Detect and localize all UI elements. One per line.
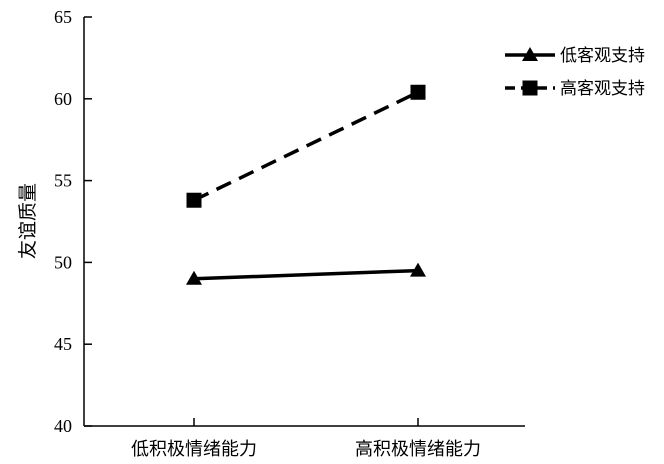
y-tick-label: 40	[54, 416, 72, 436]
square-marker	[186, 192, 202, 208]
triangle-marker	[186, 270, 202, 285]
square-marker	[522, 80, 538, 96]
triangle-marker	[522, 47, 538, 61]
legend-label: 高客观支持	[560, 79, 645, 99]
y-tick-label: 60	[54, 89, 72, 109]
series-layer	[186, 84, 426, 285]
square-marker	[410, 84, 426, 100]
triangle-marker	[410, 262, 426, 277]
y-axis-title: 友谊质量	[17, 183, 39, 259]
legend-label: 低客观支持	[560, 46, 645, 66]
y-tick-label: 50	[54, 252, 72, 272]
x-tick-label: 高积极情绪能力	[355, 439, 481, 460]
y-tick-label: 55	[54, 171, 72, 191]
series-line	[193, 90, 419, 202]
y-tick-label: 45	[54, 334, 72, 354]
y-tick-label: 65	[54, 7, 72, 27]
series-line	[193, 268, 419, 281]
x-tick-label: 低积极情绪能力	[131, 439, 257, 460]
y-ticks: 40 45 50 55 60 65	[54, 7, 92, 436]
x-ticks: 低积极情绪能力 高积极情绪能力	[131, 418, 481, 460]
